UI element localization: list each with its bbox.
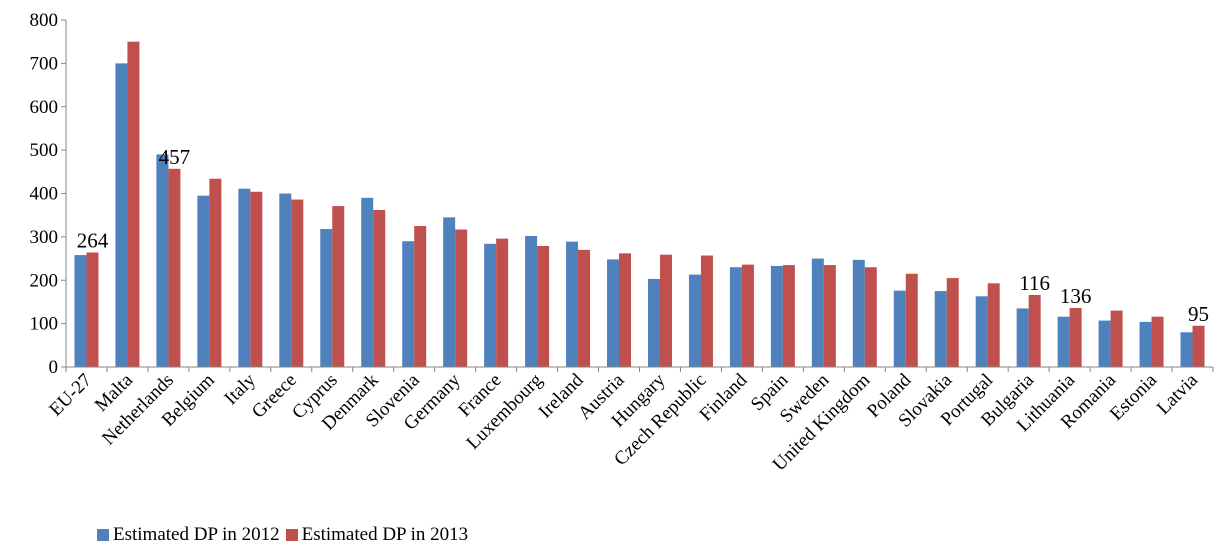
y-tick-label: 200 bbox=[30, 270, 59, 291]
data-label: 136 bbox=[1060, 284, 1092, 308]
bar-2012 bbox=[320, 229, 333, 367]
bar-2013 bbox=[537, 245, 550, 367]
bar-2013 bbox=[659, 254, 672, 367]
bar-2013 bbox=[455, 229, 468, 367]
bar-2013 bbox=[1151, 316, 1164, 367]
y-tick-label: 400 bbox=[30, 184, 59, 205]
bar-2013 bbox=[823, 265, 836, 367]
legend: Estimated DP in 2012 Estimated DP in 201… bbox=[97, 524, 474, 546]
bar-2012 bbox=[443, 217, 456, 367]
bar-2013 bbox=[905, 273, 918, 367]
bar-2012 bbox=[197, 195, 210, 367]
bar-2013 bbox=[1192, 325, 1205, 367]
bar-2013 bbox=[578, 249, 591, 367]
data-labels: 264 457 116 136 95 bbox=[77, 145, 1209, 326]
bar-2012 bbox=[361, 197, 374, 367]
bar-2012 bbox=[1180, 332, 1193, 367]
bar-2013 bbox=[332, 206, 345, 367]
bars bbox=[74, 41, 1205, 367]
x-category-label: Finland bbox=[696, 369, 752, 425]
y-tick-label: 0 bbox=[49, 357, 59, 378]
bar-2012 bbox=[115, 63, 128, 367]
bar-2012 bbox=[1098, 320, 1111, 367]
y-tick-label: 100 bbox=[30, 314, 59, 335]
bar-2013 bbox=[1110, 310, 1123, 367]
legend-item-2013: Estimated DP in 2013 bbox=[285, 524, 469, 546]
data-label: 457 bbox=[159, 145, 191, 169]
bar-2012 bbox=[688, 274, 701, 367]
bar-2013 bbox=[619, 253, 632, 367]
bar-2013 bbox=[414, 226, 427, 367]
bar-2013 bbox=[168, 168, 181, 367]
bar-2012 bbox=[934, 291, 947, 367]
legend-label-2012: Estimated DP in 2012 bbox=[113, 524, 280, 545]
bar-2013 bbox=[209, 178, 222, 367]
bar-2012 bbox=[74, 255, 87, 367]
bar-2013 bbox=[127, 41, 140, 367]
y-tick-label: 700 bbox=[30, 53, 59, 74]
legend-swatch-2013 bbox=[285, 529, 298, 541]
y-tick-label: 800 bbox=[30, 10, 59, 31]
x-category-label: Estonia bbox=[1106, 369, 1162, 425]
bar-2012 bbox=[525, 236, 538, 367]
legend-label-2013: Estimated DP in 2013 bbox=[301, 524, 469, 545]
bar-2012 bbox=[1139, 321, 1152, 367]
x-category-label: Latvia bbox=[1153, 369, 1203, 419]
bar-2012 bbox=[647, 278, 660, 367]
bar-2012 bbox=[975, 296, 988, 367]
bar-2012 bbox=[607, 259, 620, 367]
bar-2012 bbox=[893, 290, 906, 367]
bar-2012 bbox=[484, 243, 497, 367]
bar-2012 bbox=[811, 258, 824, 367]
bar-2013 bbox=[987, 283, 1000, 367]
bar-2013 bbox=[700, 255, 713, 367]
bar-2013 bbox=[291, 199, 304, 367]
bar-2013 bbox=[946, 278, 959, 367]
bar-2013 bbox=[741, 264, 754, 367]
bar-2013 bbox=[782, 265, 795, 367]
bar-2012 bbox=[566, 241, 579, 367]
data-label: 116 bbox=[1019, 271, 1050, 295]
bar-2013 bbox=[864, 267, 877, 367]
data-label: 264 bbox=[77, 228, 109, 252]
bar-2012 bbox=[156, 154, 169, 367]
data-label: 95 bbox=[1188, 302, 1209, 326]
bar-2012 bbox=[279, 193, 292, 367]
axes bbox=[65, 20, 1214, 372]
bar-2013 bbox=[496, 238, 509, 367]
bar-2013 bbox=[373, 209, 386, 367]
y-tick-label: 500 bbox=[30, 140, 59, 161]
bar-2012 bbox=[852, 259, 865, 367]
legend-swatch-2012 bbox=[97, 529, 109, 541]
bar-2013 bbox=[86, 252, 99, 367]
bar-2012 bbox=[1057, 316, 1070, 367]
y-axis-ticks: 0 100 200 300 400 500 600 700 800 bbox=[30, 10, 66, 378]
bar-2012 bbox=[770, 265, 783, 367]
bar-2012 bbox=[1016, 308, 1029, 367]
bar-2012 bbox=[402, 241, 415, 367]
y-tick-label: 600 bbox=[30, 97, 59, 118]
legend-item-2012: Estimated DP in 2012 bbox=[97, 524, 280, 546]
bar-2012 bbox=[729, 267, 742, 367]
y-tick-label: 300 bbox=[30, 227, 59, 248]
bar-2013 bbox=[1069, 308, 1082, 367]
bar-2012 bbox=[238, 188, 251, 367]
bar-2013 bbox=[250, 191, 263, 367]
bar-2013 bbox=[1028, 294, 1041, 367]
